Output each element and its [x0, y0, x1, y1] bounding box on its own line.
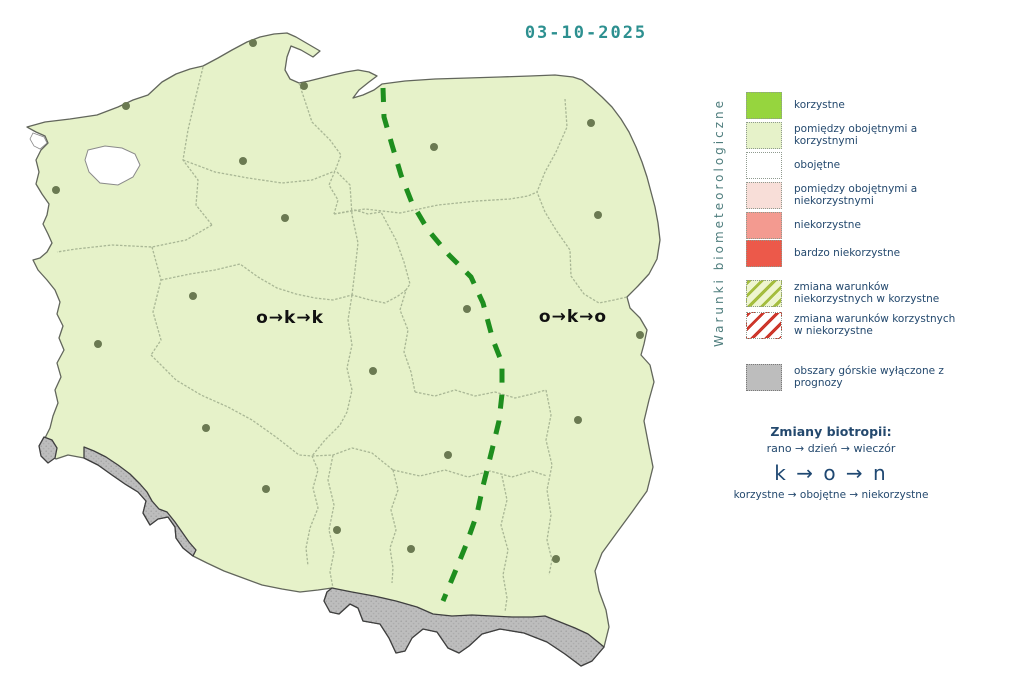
- legend-item-very-unfavourable: bardzo niekorzystne: [746, 240, 918, 267]
- city-dot: [444, 451, 452, 459]
- city-dot: [94, 340, 102, 348]
- city-dot: [574, 416, 582, 424]
- legend-item-mountain-areas: obszary górskie wyłączone z prognozy: [746, 364, 962, 391]
- legend-swatch-favourable: [746, 92, 782, 119]
- legend-item-between-neutral-favourable: pomiędzy obojętnymi a korzystnymi: [746, 122, 918, 149]
- legend-swatch-between-neutral-favourable: [746, 122, 782, 149]
- city-dot: [239, 157, 247, 165]
- legend-swatch-hatch-green: [746, 280, 782, 307]
- city-dot: [594, 211, 602, 219]
- legend-swatch-very-unfavourable: [746, 240, 782, 267]
- city-dot: [122, 102, 130, 110]
- city-dots: [52, 39, 644, 563]
- biotropy-explainer: Zmiany biotropii: rano → dzień → wieczór…: [731, 424, 931, 501]
- poland-country-shape: [26, 32, 661, 667]
- legend-item-label: pomiędzy obojętnymi a korzystnymi: [794, 123, 918, 147]
- legend-item-label: niekorzystne: [794, 218, 861, 231]
- city-dot: [430, 143, 438, 151]
- city-dot: [202, 424, 210, 432]
- city-dot: [369, 367, 377, 375]
- legend-item-label: zmiana warunków korzystnych w niekorzyst…: [794, 313, 956, 337]
- legend-item-label: zmiana warunków niekorzystnych w korzyst…: [794, 281, 940, 305]
- legend-swatch-mountain-gray: [746, 364, 782, 391]
- legend-item-change-to-unfavourable: zmiana warunków korzystnych w niekorzyst…: [746, 312, 962, 339]
- mountain-excluded-areas: [38, 436, 605, 667]
- biotropy-meaning-sequence: korzystne → obojętne → niekorzystne: [733, 489, 929, 501]
- city-dot: [333, 526, 341, 534]
- voivodeship-borders: [56, 66, 628, 613]
- city-dot: [262, 485, 270, 493]
- city-dot: [300, 82, 308, 90]
- legend-item-label: bardzo niekorzystne: [794, 246, 901, 259]
- city-dot: [52, 186, 60, 194]
- legend-item-label: obszary górskie wyłączone z prognozy: [794, 365, 944, 389]
- legend-item-label: obojętne: [794, 158, 841, 171]
- city-dot: [552, 555, 560, 563]
- biotropy-times-sequence: rano → dzień → wieczór: [766, 442, 896, 455]
- forecast-date: 03-10-2025: [524, 23, 648, 43]
- map-label-east-biotropy: o→k→o: [538, 307, 608, 327]
- legend-item-korzystne: korzystne: [746, 92, 918, 119]
- legend-item-change-to-favourable: zmiana warunków niekorzystnych w korzyst…: [746, 280, 962, 307]
- legend-item-unfavourable: niekorzystne: [746, 212, 918, 239]
- coastal-inlet-water: [29, 132, 48, 150]
- biotropy-heading: Zmiany biotropii:: [770, 424, 892, 439]
- forecast-divider-dashed-line: [380, 87, 505, 602]
- city-dot: [407, 545, 415, 553]
- mountain-area-carpathians: [323, 587, 605, 667]
- city-dot: [636, 331, 644, 339]
- city-dot: [463, 305, 471, 313]
- mountain-area-sudetes: [83, 446, 197, 557]
- legend-vertical-title: Warunki biometeorologiczne: [712, 97, 726, 347]
- szczecin-lagoon-water: [84, 145, 141, 186]
- legend-swatch-neutral: [746, 152, 782, 179]
- biotropy-code-sequence: k → o → n: [774, 461, 888, 485]
- legend-item-label: pomiędzy obojętnymi a niekorzystnymi: [794, 183, 918, 207]
- city-dot: [189, 292, 197, 300]
- city-dot: [281, 214, 289, 222]
- legend-swatch-hatch-red: [746, 312, 782, 339]
- city-dot: [249, 39, 257, 47]
- legend-swatch-unfavourable: [746, 212, 782, 239]
- legend-item-label: korzystne: [794, 98, 845, 111]
- city-dot: [587, 119, 595, 127]
- map-label-west-biotropy: o→k→k: [256, 308, 324, 328]
- legend-item-neutral: obojętne: [746, 152, 918, 179]
- legend-item-between-neutral-unfavourable: pomiędzy obojętnymi a niekorzystnymi: [746, 182, 918, 209]
- legend-swatch-between-neutral-unfavourable: [746, 182, 782, 209]
- mountain-area-sudetes-west-blob: [38, 436, 58, 464]
